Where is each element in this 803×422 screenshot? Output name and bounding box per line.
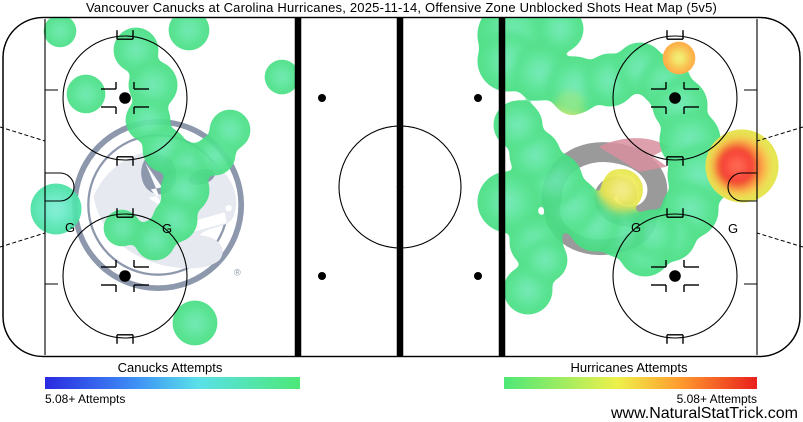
svg-text:Canucks Attempts: Canucks Attempts <box>118 360 223 375</box>
svg-text:®: ® <box>234 268 241 278</box>
svg-text:G: G <box>728 221 738 236</box>
svg-text:G: G <box>162 221 172 236</box>
svg-text:G: G <box>631 220 641 235</box>
svg-text:www.NaturalStatTrick.com: www.NaturalStatTrick.com <box>610 405 798 422</box>
svg-text:5.08+ Attempts: 5.08+ Attempts <box>45 392 125 406</box>
svg-text:G: G <box>65 220 75 235</box>
svg-text:Hurricanes Attempts: Hurricanes Attempts <box>570 360 688 375</box>
svg-text:5.08+ Attempts: 5.08+ Attempts <box>677 392 757 406</box>
